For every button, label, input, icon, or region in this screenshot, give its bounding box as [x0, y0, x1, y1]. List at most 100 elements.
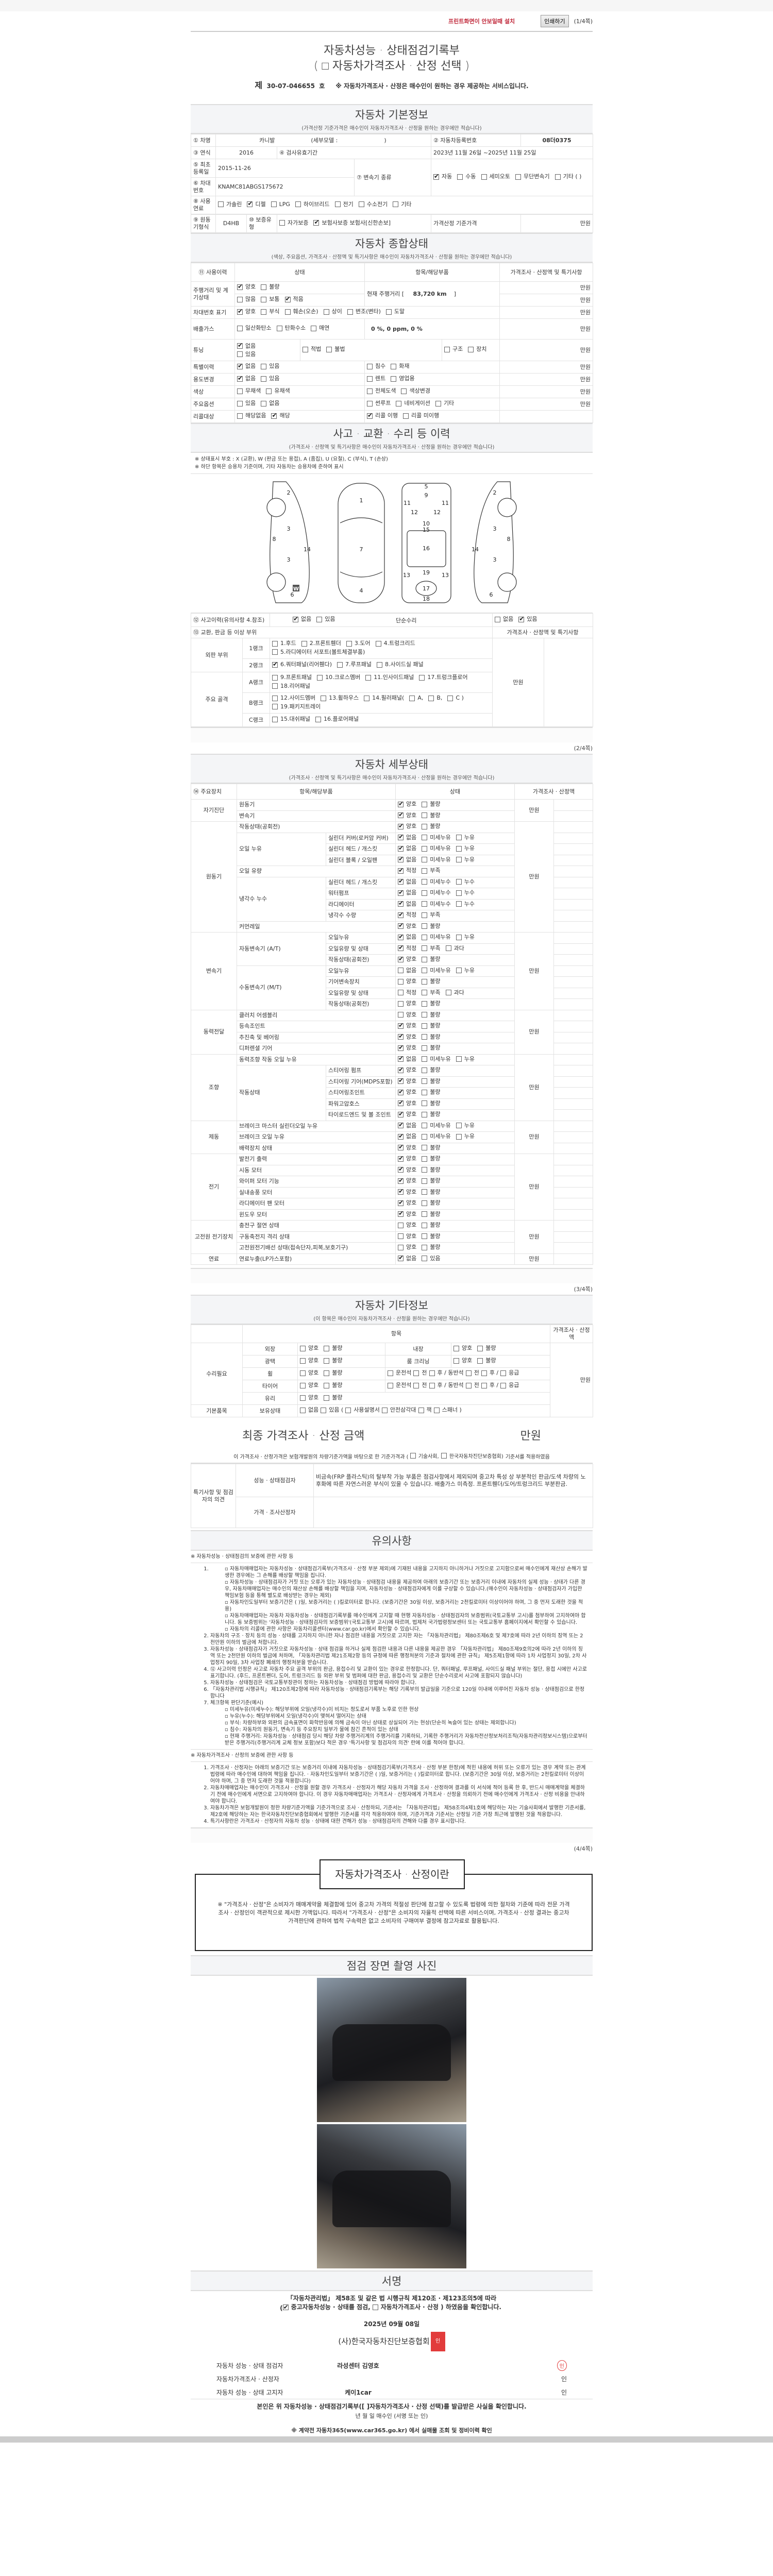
option[interactable]: 해당 — [271, 412, 290, 419]
option[interactable]: 불량 — [422, 1078, 441, 1085]
option[interactable]: 후 / — [481, 1382, 498, 1389]
checkbox[interactable] — [422, 1012, 428, 1018]
option[interactable]: 안전삼각대 — [381, 1406, 416, 1414]
option[interactable]: 불량 — [422, 1244, 441, 1251]
option[interactable]: 적정 — [398, 867, 416, 874]
checkbox[interactable] — [271, 201, 277, 208]
option[interactable]: 전 — [465, 1382, 479, 1389]
option[interactable]: 전체도색 — [367, 387, 396, 395]
checked-checkbox[interactable] — [398, 1121, 404, 1128]
option[interactable]: 양호 — [398, 822, 416, 830]
option[interactable]: 없음 — [237, 362, 256, 370]
checkbox[interactable] — [237, 413, 243, 419]
option[interactable]: 불량 — [422, 1089, 441, 1096]
option[interactable]: 불량 — [261, 283, 280, 291]
checkbox[interactable] — [422, 890, 428, 896]
checkbox[interactable] — [311, 325, 317, 331]
checkbox[interactable] — [422, 1056, 428, 1062]
print-plugin-install-link[interactable]: 프린트화면이 안보일때 설치 — [448, 18, 515, 25]
checked-checkbox[interactable] — [398, 1177, 404, 1184]
checkbox[interactable] — [456, 934, 462, 940]
checkbox[interactable] — [321, 1407, 327, 1413]
car365-notice[interactable]: ※ 계약전 자동차365(www.car365.go.kr) 에서 실매물 조회… — [291, 2427, 492, 2434]
option[interactable]: 색상변경 — [401, 387, 430, 395]
checkbox[interactable] — [500, 1382, 507, 1388]
option[interactable]: 불량 — [324, 1357, 343, 1364]
checkbox[interactable] — [422, 968, 428, 973]
option[interactable]: 양호 — [398, 1088, 416, 1096]
checked-checkbox[interactable] — [398, 1132, 404, 1140]
option[interactable]: 양호 — [398, 1177, 416, 1184]
checkbox[interactable] — [272, 674, 278, 681]
checkbox[interactable] — [300, 1358, 306, 1364]
option[interactable]: 불량 — [324, 1394, 343, 1401]
option[interactable]: 양호 — [237, 283, 256, 291]
checkbox[interactable] — [422, 1111, 428, 1117]
option[interactable]: 기타 — [435, 400, 454, 407]
option[interactable]: 스패너 ) — [433, 1406, 462, 1414]
option[interactable]: 4.트렁크리드 — [375, 640, 415, 647]
checkbox[interactable] — [422, 812, 428, 818]
checked-checkbox[interactable] — [293, 615, 298, 622]
option[interactable]: 없음 — [398, 900, 416, 908]
checkbox[interactable] — [422, 990, 428, 995]
checkbox[interactable] — [295, 201, 301, 208]
checkbox[interactable] — [315, 716, 321, 722]
checkbox[interactable] — [375, 640, 381, 647]
checkbox[interactable] — [391, 376, 397, 382]
option[interactable]: 불량 — [422, 1211, 441, 1218]
checkbox[interactable] — [218, 201, 224, 208]
option[interactable]: 양호 — [398, 1155, 416, 1162]
option[interactable]: 있음 — [261, 375, 280, 382]
checkbox[interactable] — [457, 174, 463, 180]
checkbox[interactable] — [435, 400, 441, 406]
option[interactable]: 불량 — [422, 823, 441, 830]
option[interactable]: B, — [428, 694, 442, 702]
checkbox[interactable] — [396, 400, 402, 406]
checkbox[interactable] — [477, 1345, 483, 1351]
option[interactable]: 6.쿼터패널(리어휀다) — [272, 660, 332, 668]
checkbox[interactable] — [261, 376, 267, 382]
option[interactable]: 리콜 미이행 — [402, 412, 439, 419]
checkbox[interactable] — [422, 1156, 428, 1162]
checked-checkbox[interactable] — [398, 1077, 404, 1084]
option[interactable]: 양호 — [398, 800, 416, 808]
checkbox[interactable] — [422, 868, 428, 874]
checked-checkbox[interactable] — [398, 867, 404, 874]
checkbox[interactable] — [393, 201, 399, 208]
checked-checkbox[interactable] — [398, 1143, 404, 1150]
checked-checkbox[interactable] — [398, 800, 404, 807]
option[interactable]: 누유 — [456, 967, 475, 974]
option[interactable]: 없음 — [398, 1121, 416, 1129]
option[interactable]: 11.인사이드패널 — [365, 674, 414, 681]
checkbox[interactable] — [303, 346, 308, 352]
option[interactable]: 10.크로스멤버 — [317, 674, 360, 681]
option[interactable]: 누유 — [456, 1122, 475, 1129]
option[interactable]: 보통 — [261, 296, 280, 303]
option[interactable]: 운전석 — [388, 1382, 411, 1389]
checked-checkbox[interactable] — [237, 308, 243, 315]
option[interactable]: 17.트렁크플로어 — [419, 674, 468, 681]
checked-checkbox[interactable] — [284, 295, 291, 302]
option[interactable]: 양호 — [398, 1066, 416, 1074]
checkbox[interactable] — [422, 1200, 428, 1206]
checkbox[interactable] — [422, 1256, 428, 1261]
checkbox[interactable] — [456, 857, 462, 862]
option[interactable]: 가솔린 — [218, 201, 242, 208]
option[interactable]: 누수 — [456, 889, 475, 896]
checkbox[interactable] — [398, 1233, 404, 1239]
checkbox[interactable] — [422, 934, 428, 940]
option[interactable]: 미세누유 — [422, 845, 451, 852]
option[interactable]: 불량 — [422, 1144, 441, 1151]
checked-checkbox[interactable] — [398, 1188, 404, 1195]
checkbox[interactable] — [337, 662, 343, 668]
checked-checkbox[interactable] — [398, 944, 404, 951]
option[interactable]: 미세누유 — [422, 1056, 451, 1063]
option[interactable]: 불량 — [422, 1155, 441, 1162]
checkbox[interactable] — [237, 325, 243, 331]
option[interactable]: 없음 — [293, 615, 311, 623]
option[interactable]: 양호 — [300, 1394, 318, 1401]
checkbox[interactable] — [428, 695, 434, 701]
checked-checkbox[interactable] — [398, 1165, 404, 1173]
option[interactable]: 양호 — [398, 1222, 416, 1229]
